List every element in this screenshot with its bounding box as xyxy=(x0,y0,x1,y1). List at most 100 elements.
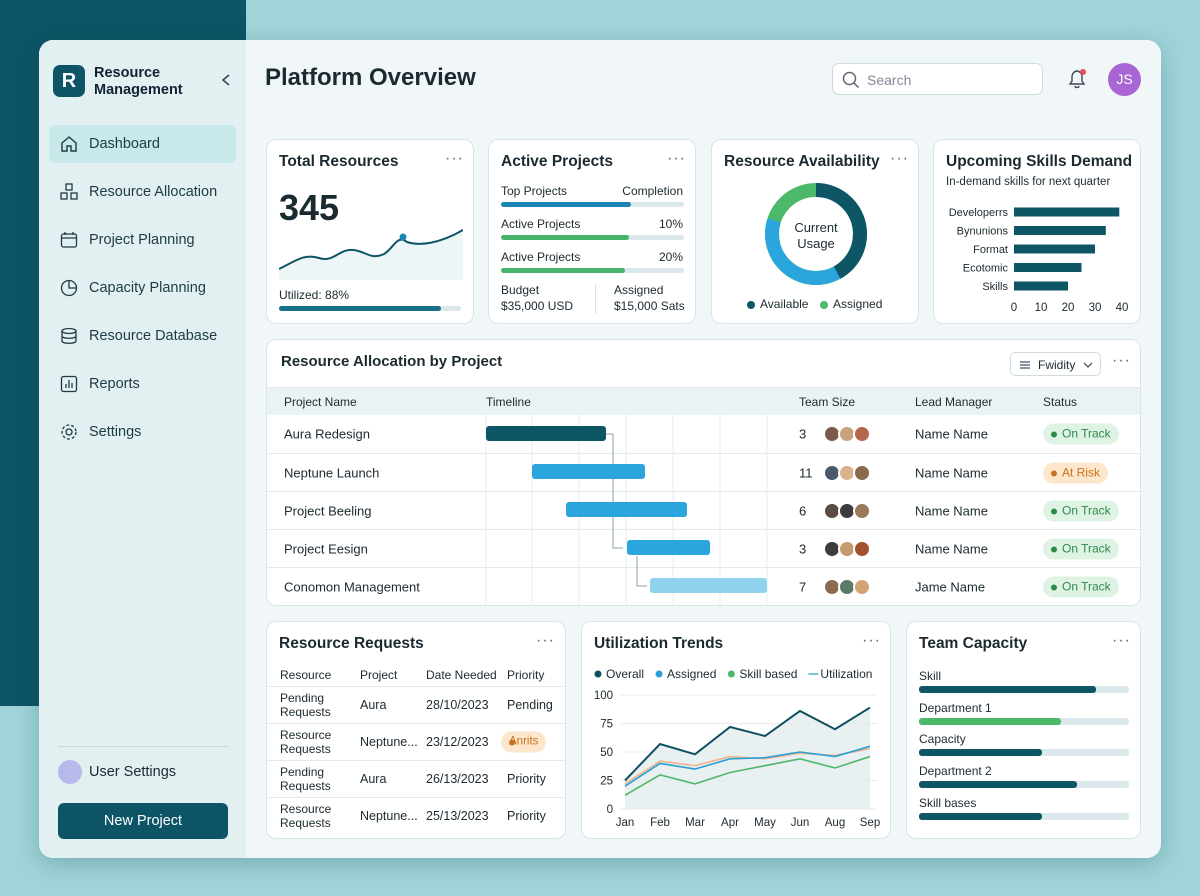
filter-dropdown[interactable]: Fwidity xyxy=(1010,352,1101,376)
logo: R xyxy=(53,65,85,97)
column-header: Date Needed xyxy=(426,668,497,682)
date-needed: 23/12/2023 xyxy=(426,735,489,749)
capacity-track xyxy=(919,749,1129,756)
capacity-fill xyxy=(919,781,1077,788)
menu[interactable]: ··· xyxy=(1112,352,1131,369)
card-title: Upcoming Skills Demand xyxy=(946,153,1133,170)
legend-swatch xyxy=(594,670,602,678)
bar xyxy=(1014,207,1120,217)
menu[interactable]: ··· xyxy=(667,150,686,167)
category-label: Format xyxy=(973,244,1008,256)
menu[interactable]: ··· xyxy=(1112,632,1131,649)
shape xyxy=(65,380,73,388)
legend-swatch xyxy=(655,670,663,678)
resource: Pending Requests xyxy=(280,691,331,719)
capacity-label: Capacity xyxy=(919,732,966,746)
x-tick-label: 20 xyxy=(1062,302,1075,314)
nav-label: Settings xyxy=(89,424,142,440)
nav-label: Reports xyxy=(89,376,140,392)
project-name: Conomon Management xyxy=(284,579,420,594)
category-label: Developerrs xyxy=(949,207,1009,219)
shape xyxy=(1068,70,1086,89)
team-size: 7 xyxy=(799,579,807,594)
legend-swatch xyxy=(820,301,828,309)
shape xyxy=(61,136,77,152)
nav-item[interactable]: Resource Allocation xyxy=(49,173,236,211)
lead-manager: Name Name xyxy=(915,465,988,480)
column-header: Team Size xyxy=(799,395,856,409)
capacity-fill xyxy=(919,749,1042,756)
x-tick-label: 0 xyxy=(1011,302,1017,314)
lead-manager: Name Name xyxy=(915,426,988,442)
column-header: Priority xyxy=(507,668,545,682)
new-project-button[interactable]: New Project xyxy=(58,803,228,839)
column-header: Resource xyxy=(280,668,332,682)
search-box[interactable]: Search xyxy=(832,63,1043,95)
x-tick-label: May xyxy=(754,817,776,829)
nav-item[interactable]: Resource Database xyxy=(49,317,236,355)
notifications[interactable] xyxy=(1066,68,1088,90)
sparkline xyxy=(279,229,463,280)
x-tick-label: 30 xyxy=(1089,302,1102,314)
category-label: Skills xyxy=(982,281,1008,293)
budget-label: Budget xyxy=(501,283,540,297)
shape xyxy=(61,327,77,335)
donut-center: Current xyxy=(794,220,838,235)
menu[interactable]: ··· xyxy=(890,150,909,167)
menu[interactable]: ··· xyxy=(862,632,881,649)
utilized: Utilized: 88% xyxy=(279,288,350,302)
project: Aura xyxy=(360,698,387,712)
user-avatar xyxy=(58,760,82,784)
capacity-fill xyxy=(919,813,1042,820)
legend-swatch xyxy=(727,670,735,678)
assigned-label: Assigned xyxy=(614,283,664,297)
member-avatar xyxy=(853,502,871,520)
nav-item[interactable]: Project Planning xyxy=(49,221,236,259)
profile-avatar[interactable]: JS xyxy=(1108,63,1141,96)
filter-label: Fwidity xyxy=(1038,358,1076,372)
bar xyxy=(1014,244,1095,254)
user-settings[interactable]: User Settings xyxy=(89,764,177,780)
legend-label: Assigned xyxy=(833,297,883,311)
lead-manager: Name Name xyxy=(915,503,988,518)
shape xyxy=(279,229,463,270)
shape xyxy=(61,136,77,152)
budget-value: $35,000 USD xyxy=(501,299,574,313)
shape xyxy=(60,279,78,297)
shape xyxy=(842,71,857,86)
sidebar xyxy=(39,40,246,858)
nav-item[interactable]: Reports xyxy=(49,365,236,403)
table-row: Pending Requests Aura 26/13/2023 Priority xyxy=(267,760,565,797)
shape xyxy=(60,183,78,200)
nav-item[interactable]: Dashboard xyxy=(49,125,236,163)
menu[interactable]: ··· xyxy=(536,632,555,649)
team-size: 6 xyxy=(799,503,807,518)
skills-card: Upcoming Skills Demand In-demand skills … xyxy=(933,139,1141,324)
shape xyxy=(60,375,78,393)
date-needed: 26/13/2023 xyxy=(426,772,489,786)
project: Aura xyxy=(360,772,387,786)
member-avatar xyxy=(853,540,871,558)
shape xyxy=(61,424,77,440)
member-avatar xyxy=(853,578,871,596)
availability-card: Resource Availability ··· Current Usage … xyxy=(711,139,919,324)
capacity-card: Team Capacity ··· Skill Department 1 Cap… xyxy=(906,621,1141,839)
divider xyxy=(595,284,596,314)
search-placeholder: Search xyxy=(867,72,912,88)
progress-fill xyxy=(501,202,631,207)
y-tick-label: 25 xyxy=(600,776,613,788)
date-needed: 28/10/2023 xyxy=(426,698,489,712)
table-row: Neptune Launch 11 Name Name At Risk xyxy=(267,453,1140,491)
legend-label: Overall xyxy=(606,667,644,681)
collapse[interactable] xyxy=(220,73,232,87)
shape xyxy=(1083,362,1093,368)
nav-item[interactable]: Capacity Planning xyxy=(49,269,236,307)
shape xyxy=(61,232,77,239)
project-name: Neptune Launch xyxy=(284,465,380,480)
total-value: 345 xyxy=(279,187,340,228)
row-label: Top Projects xyxy=(501,184,568,198)
shape xyxy=(60,233,78,248)
menu[interactable]: ··· xyxy=(445,150,464,167)
nav-item[interactable]: Settings xyxy=(49,413,236,451)
